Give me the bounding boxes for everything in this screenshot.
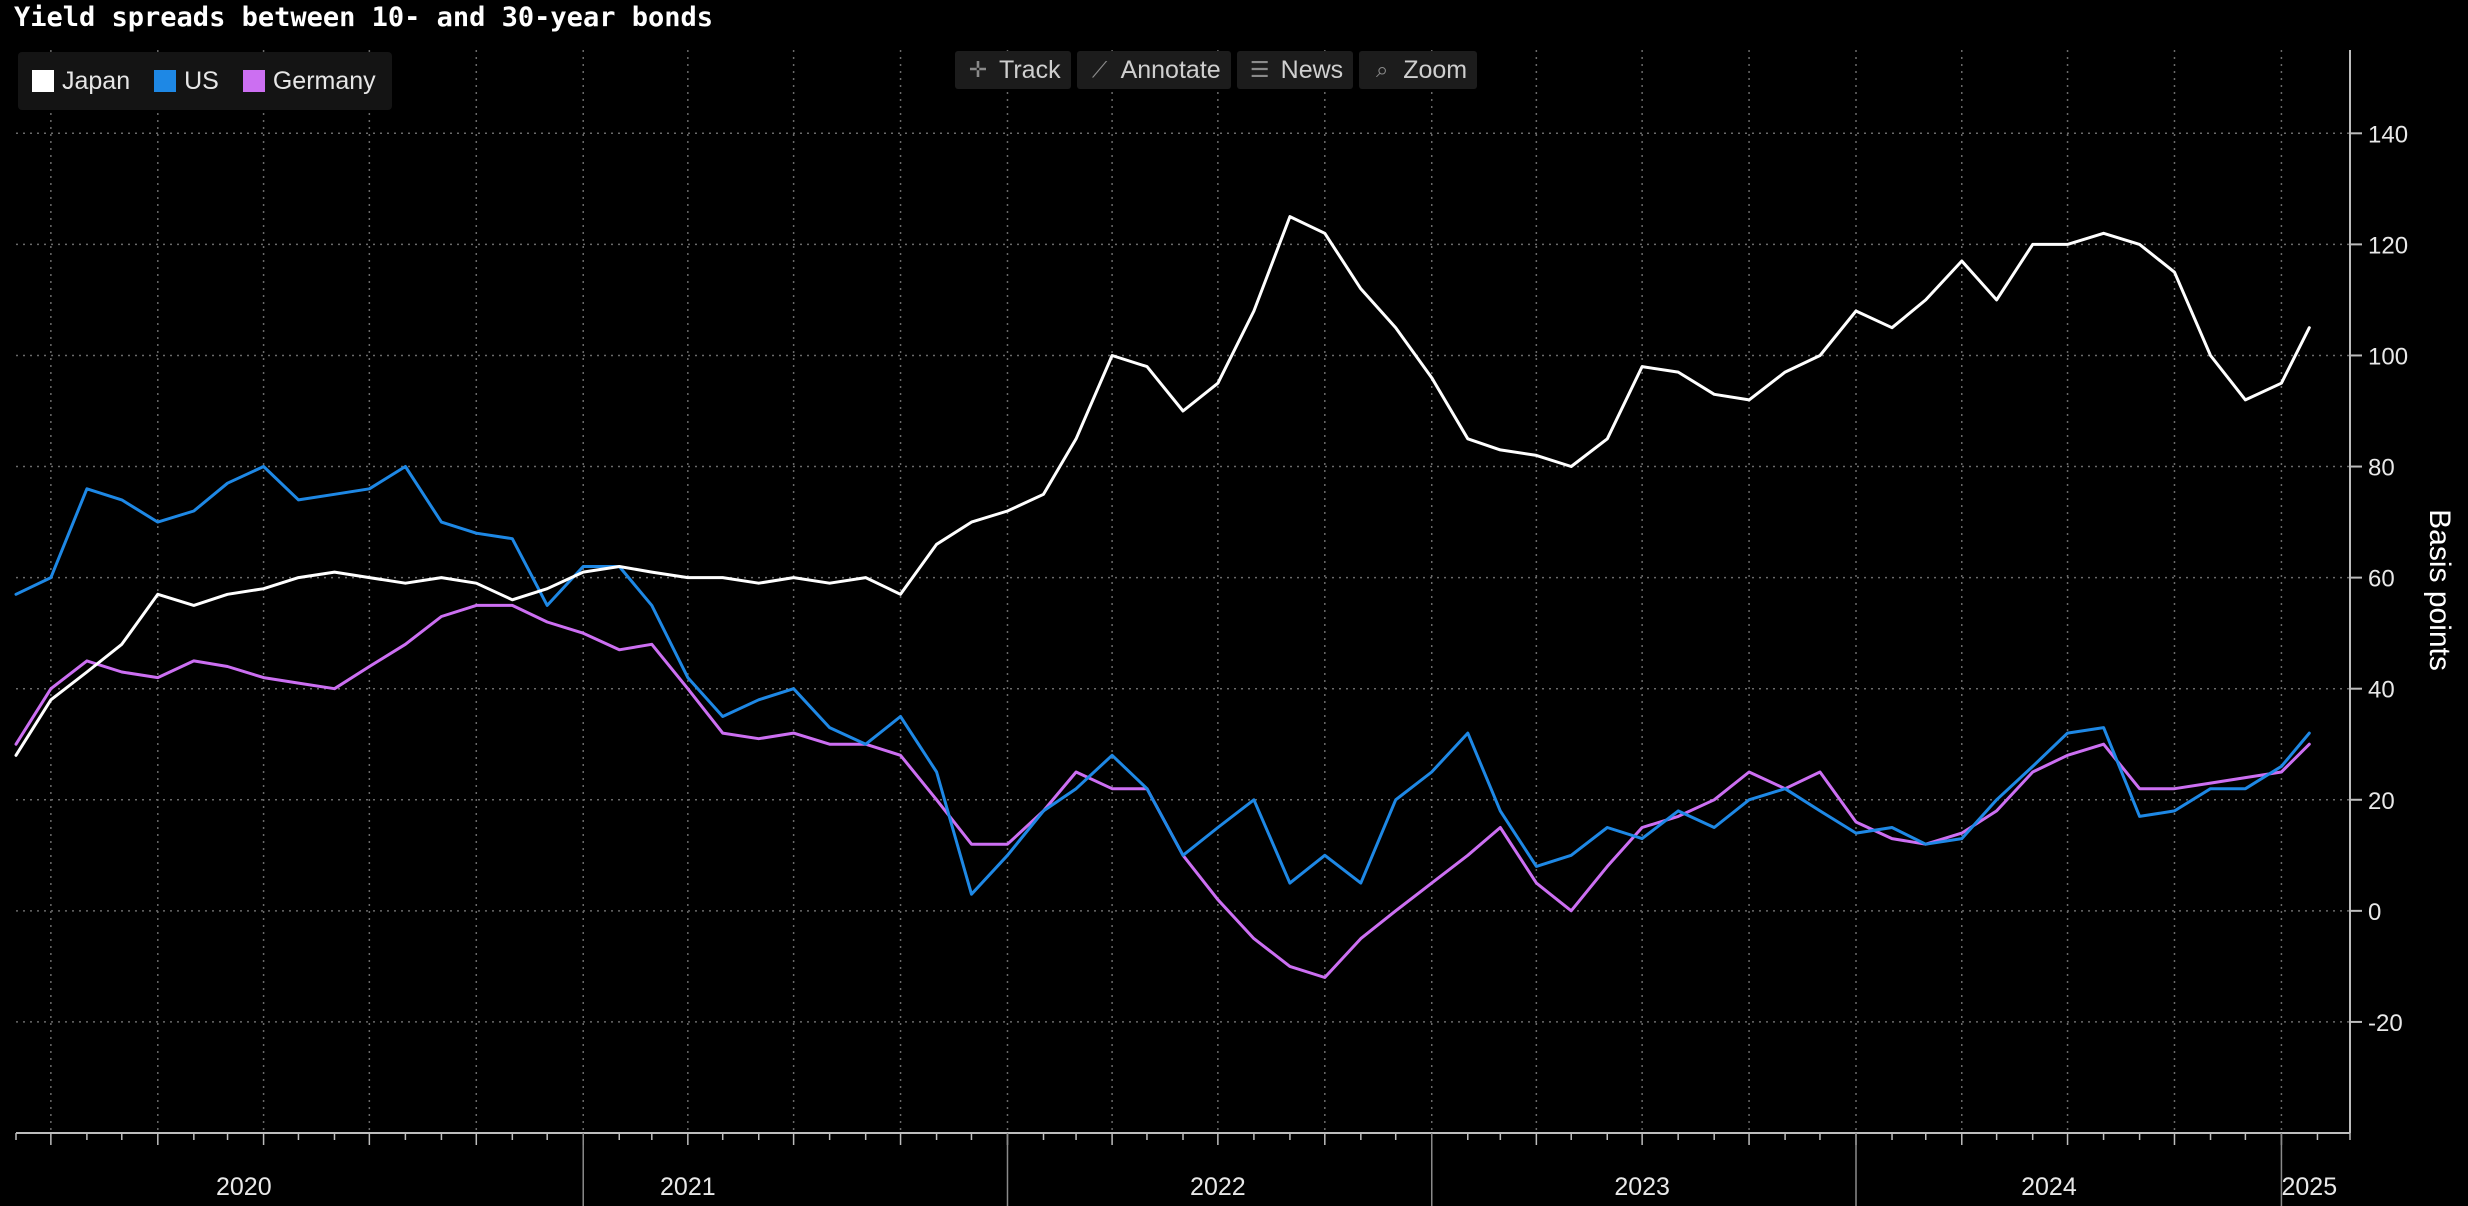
zoom-button[interactable]: ⌕ Zoom — [1359, 51, 1478, 89]
y-tick-label: 40 — [2368, 677, 2395, 704]
news-label: News — [1280, 55, 1344, 84]
y-axis-label: Basis points — [2423, 509, 2456, 671]
series-line-japan — [14, 215, 2311, 757]
y-tick-label: 140 — [2368, 121, 2408, 148]
legend-item-germany[interactable]: Germany — [242, 66, 376, 96]
y-tick-label: -20 — [2368, 1010, 2403, 1037]
legend: Japan US Germany — [18, 52, 392, 110]
x-tick-label: 2025 — [2282, 1173, 2338, 1201]
track-button[interactable]: ✛ Track — [955, 51, 1071, 89]
chart-title: Yield spreads between 10- and 30-year bo… — [14, 2, 713, 33]
y-tick-label: 60 — [2368, 566, 2395, 593]
legend-swatch-us — [154, 70, 177, 92]
y-tick-label: 120 — [2368, 232, 2408, 259]
x-tick-label: 2024 — [2021, 1173, 2077, 1201]
annotate-label: Annotate — [1120, 55, 1221, 84]
annotate-button[interactable]: ⟋ Annotate — [1076, 51, 1231, 89]
legend-label-us: US — [184, 66, 219, 95]
list-icon: ☰ — [1249, 57, 1270, 82]
gridlines — [16, 50, 2350, 1133]
x-tick-labels: 2020 2021 2022 2023 2024 2025 — [216, 1173, 2337, 1201]
legend-item-japan[interactable]: Japan — [32, 67, 130, 96]
zoom-label: Zoom — [1403, 55, 1468, 84]
series-lines — [14, 215, 2311, 979]
legend-swatch-japan — [32, 70, 54, 92]
y-tick-label: 0 — [2368, 899, 2381, 926]
legend-label-japan: Japan — [62, 66, 131, 95]
legend-swatch-germany — [242, 70, 265, 92]
series-line-germany — [14, 603, 2311, 979]
crosshair-icon: ✛ — [968, 57, 988, 82]
axes — [15, 50, 2351, 1206]
legend-item-us[interactable]: US — [154, 67, 219, 96]
series-line-us — [14, 465, 2311, 896]
y-tick-label: 100 — [2368, 343, 2408, 370]
news-button[interactable]: ☰ News — [1236, 51, 1354, 89]
x-tick-label: 2023 — [1614, 1173, 1670, 1201]
y-tick-label: 80 — [2368, 455, 2395, 482]
y-tick-label: 20 — [2368, 788, 2395, 815]
magnifier-icon: ⌕ — [1376, 57, 1389, 82]
y-tick-labels: 140 120 100 80 60 40 20 0 -20 — [2350, 121, 2408, 1037]
x-tick-label: 2020 — [216, 1173, 272, 1201]
legend-label-germany: Germany — [272, 66, 376, 95]
x-tick-label: 2022 — [1190, 1173, 1246, 1201]
track-label: Track — [999, 55, 1061, 84]
pencil-icon: ⟋ — [1091, 57, 1108, 82]
chart-toolbar: ✛ Track ⟋ Annotate ☰ News ⌕ Zoom — [955, 51, 1478, 89]
x-tick-label: 2021 — [660, 1173, 716, 1201]
